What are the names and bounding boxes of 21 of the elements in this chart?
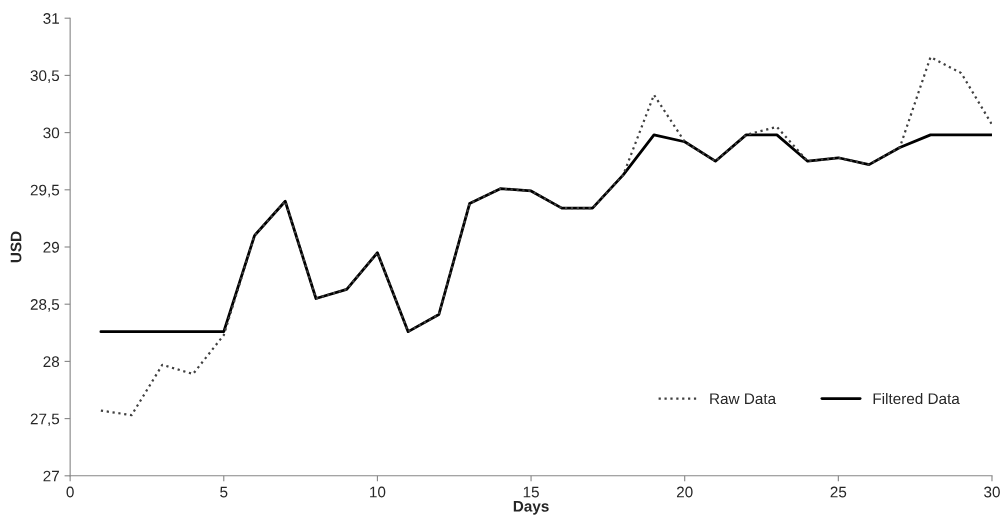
x-tick-label: 15	[523, 486, 539, 498]
x-tick-label: 5	[220, 486, 228, 498]
y-tick-label: 29,5	[30, 184, 60, 198]
x-tick-label: 10	[370, 486, 386, 498]
y-tick-label: 28,5	[30, 299, 60, 312]
x-tick-label: 20	[676, 486, 693, 498]
legend-label: Filtered Data	[873, 392, 960, 405]
y-tick-label: 28	[43, 356, 60, 368]
y-tick-label: 27	[43, 470, 59, 482]
y-tick-label: 31	[43, 13, 59, 24]
x-axis-title: Days	[513, 501, 549, 515]
y-axis-title: USD	[10, 231, 22, 263]
y-tick-label: 27,5	[30, 413, 60, 427]
line-series	[99, 55, 992, 417]
y-tick-label: 30,5	[30, 70, 60, 83]
x-tick-label: 25	[830, 486, 847, 498]
legend-label: Raw Data	[710, 393, 777, 405]
y-tick-label: 30	[43, 127, 60, 139]
y-tick-label: 29	[43, 241, 59, 253]
x-tick-label: 0	[66, 486, 74, 498]
x-tick-label: 30	[984, 486, 1000, 498]
